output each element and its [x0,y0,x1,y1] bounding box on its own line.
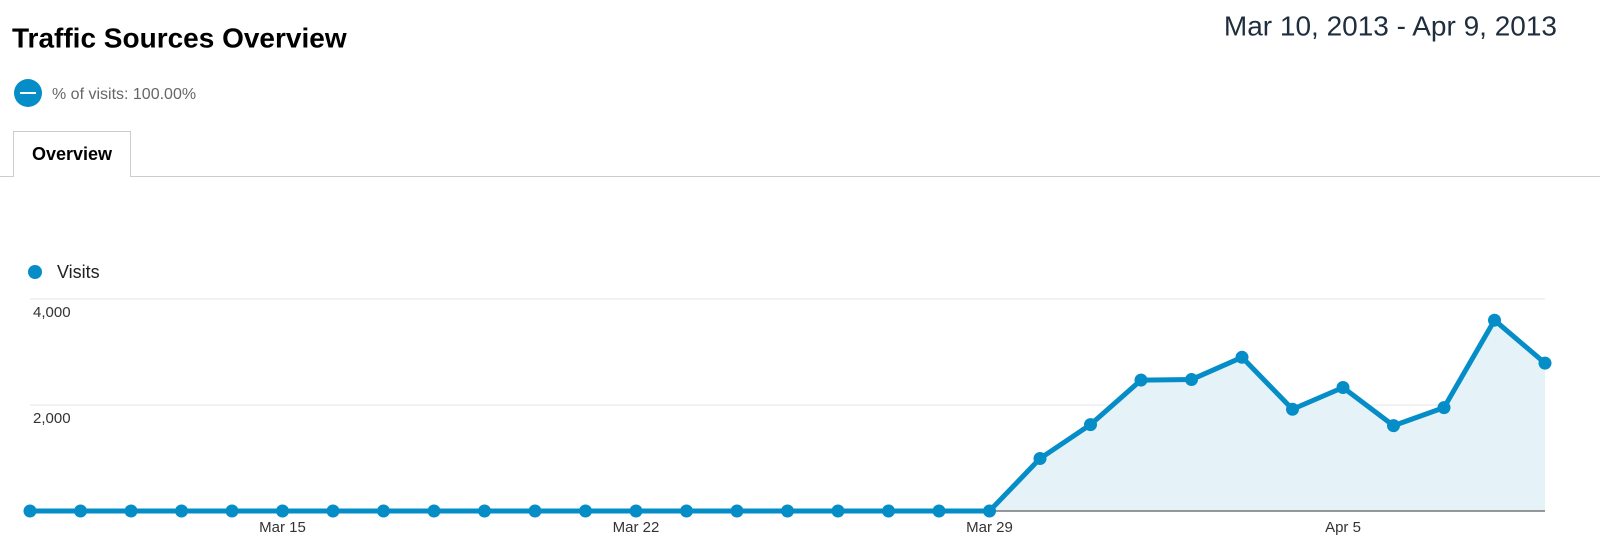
data-point [377,504,390,518]
y-tick-label: 2,000 [33,410,71,427]
data-point [124,504,138,518]
data-point [1084,418,1097,432]
data-point [276,504,289,518]
data-point [781,504,794,518]
data-point [478,504,491,518]
legend-label: Visits [57,262,100,282]
data-point [1387,419,1400,433]
legend-marker [28,265,42,279]
data-point [1235,350,1249,364]
data-point [882,504,895,518]
data-point [1033,452,1047,466]
data-point [1437,401,1451,415]
data-point [983,504,996,518]
page-title: Traffic Sources Overview [12,22,347,53]
area [30,320,1545,511]
data-point [225,504,239,518]
date-range[interactable]: Mar 10, 2013 - Apr 9, 2013 [1224,10,1557,41]
data-point [629,504,643,518]
data-point [528,504,542,518]
x-tick-label: Mar 22 [613,519,660,536]
x-tick-label: Mar 15 [259,519,306,536]
segment-label: % of visits: 100.00% [52,86,196,103]
data-point [1185,373,1198,387]
data-point [932,504,946,518]
data-point [680,504,693,518]
data-point [1286,402,1299,416]
data-point [427,504,441,518]
data-point [1336,381,1350,395]
data-point [1538,356,1552,370]
data-point [326,504,340,518]
data-point [175,504,188,518]
y-tick-label: 4,000 [33,304,71,321]
tab[interactable] [13,131,131,178]
data-point [579,504,592,518]
chart: Visits 2,000 4,000 Mar 15 Mar 22 Mar 29 Apr 5 [23,262,1552,536]
x-tick-label: Apr 5 [1325,519,1361,536]
data-point [74,504,87,518]
data-point [1488,313,1501,327]
data-point [730,504,744,518]
data-point [23,504,37,518]
tab-label[interactable]: Overview [32,144,113,164]
data-point [831,504,845,518]
x-tick-label: Mar 29 [966,519,1013,536]
data-point [1134,373,1148,387]
